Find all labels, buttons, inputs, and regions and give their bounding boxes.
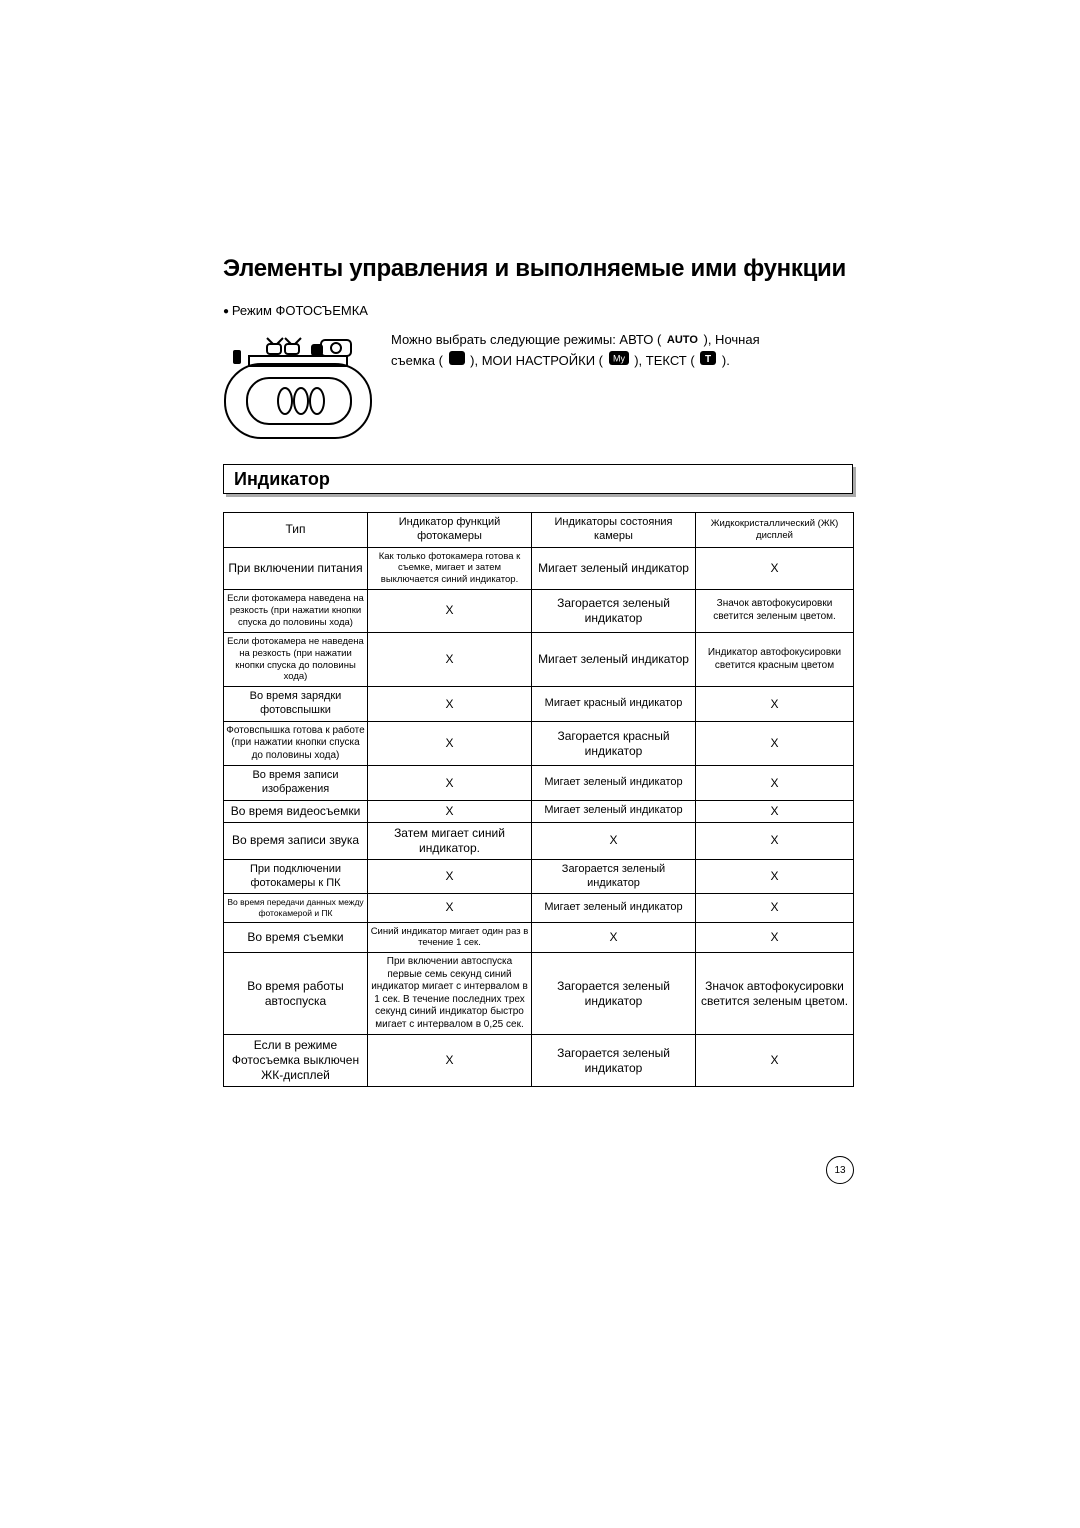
my-mode-icon: My (609, 351, 629, 372)
table-row: Во время передачи данных между фотокамер… (224, 894, 854, 922)
table-cell: Загорается зеленый индикатор (532, 953, 696, 1035)
table-cell: Во время записи звука (224, 822, 368, 859)
table-row: Во время видеосъемкиXМигает зеленый инди… (224, 800, 854, 822)
table-header-cell: Тип (224, 513, 368, 548)
table-cell: Фотовспышка готова к работе (при нажатии… (224, 721, 368, 766)
table-cell: Загорается красный индикатор (532, 721, 696, 766)
indicator-table: ТипИндикатор функций фотокамерыИндикатор… (223, 512, 854, 1087)
table-cell: X (696, 721, 854, 766)
table-cell: При включении автоспуска первые семь сек… (368, 953, 532, 1035)
mode-bullet: Режим ФОТОСЪЕМКА (223, 303, 853, 318)
table-row: Во время съемкиСиний индикатор мигает од… (224, 922, 854, 953)
table-cell: X (696, 766, 854, 801)
table-cell: X (696, 859, 854, 894)
table-row: При подключении фотокамеры к ПКXЗагорает… (224, 859, 854, 894)
table-row: Во время работы автоспускаПри включении … (224, 953, 854, 1035)
table-cell: X (696, 894, 854, 922)
table-cell: Загорается зеленый индикатор (532, 590, 696, 633)
table-cell: Если в режиме Фотосъемка выключен ЖК-дис… (224, 1035, 368, 1087)
table-cell: Мигает зеленый индикатор (532, 800, 696, 822)
table-cell: X (696, 800, 854, 822)
table-header-cell: Индикаторы состояния камеры (532, 513, 696, 548)
modes-description: Можно выбрать следующие режимы: АВТО ( A… (391, 328, 853, 372)
table-cell: X (696, 547, 854, 590)
table-cell: Если фотокамера не наведена на резкость … (224, 632, 368, 687)
table-cell: Мигает зеленый индикатор (532, 632, 696, 687)
table-cell: Синий индикатор мигает один раз в течени… (368, 922, 532, 953)
table-cell: X (368, 590, 532, 633)
table-cell: Во время передачи данных между фотокамер… (224, 894, 368, 922)
camera-top-illustration (223, 328, 373, 440)
table-cell: Затем мигает синий индикатор. (368, 822, 532, 859)
table-cell: X (368, 721, 532, 766)
table-row: Если в режиме Фотосъемка выключен ЖК-дис… (224, 1035, 854, 1087)
table-cell: Мигает зеленый индикатор (532, 894, 696, 922)
modes-text-part-1: ), Ночная (700, 332, 760, 347)
modes-text-part-5: ). (718, 353, 730, 368)
table-cell: X (696, 687, 854, 722)
table-cell: X (368, 1035, 532, 1087)
table-cell: Во время работы автоспуска (224, 953, 368, 1035)
table-cell: Загорается зеленый индикатор (532, 1035, 696, 1087)
table-cell: X (368, 894, 532, 922)
section-header-indicator: Индикатор (223, 464, 853, 498)
table-cell: Значок автофокусировки светится зеленым … (696, 590, 854, 633)
table-cell: X (532, 922, 696, 953)
mode-bullet-text: Режим ФОТОСЪЕМКА (232, 303, 368, 318)
table-cell: X (368, 766, 532, 801)
table-cell: X (368, 632, 532, 687)
table-cell: Во время съемки (224, 922, 368, 953)
table-cell: Мигает красный индикатор (532, 687, 696, 722)
table-header-cell: Жидкокристаллический (ЖК) дисплей (696, 513, 854, 548)
table-cell: X (696, 1035, 854, 1087)
text-mode-icon: T (700, 351, 716, 372)
mode-block: Можно выбрать следующие режимы: АВТО ( A… (223, 328, 853, 440)
table-cell: При включении питания (224, 547, 368, 590)
table-cell: Значок автофокусировки светится зеленым … (696, 953, 854, 1035)
table-header-cell: Индикатор функций фотокамеры (368, 513, 532, 548)
svg-text:My: My (613, 353, 625, 363)
table-cell: Мигает зеленый индикатор (532, 766, 696, 801)
table-cell: Загорается зеленый индикатор (532, 859, 696, 894)
table-cell: X (368, 859, 532, 894)
table-cell: Во время записи изображения (224, 766, 368, 801)
table-cell: X (368, 687, 532, 722)
auto-mode-icon: AUTO (667, 332, 698, 350)
night-mode-icon (449, 351, 465, 372)
modes-text-part-4: ), ТЕКСТ ( (631, 353, 699, 368)
table-cell: Мигает зеленый индикатор (532, 547, 696, 590)
table-cell: Как только фотокамера готова к съемке, м… (368, 547, 532, 590)
table-cell: X (532, 822, 696, 859)
page-content: Элементы управления и выполняемые ими фу… (223, 255, 853, 1087)
table-cell: X (368, 800, 532, 822)
table-cell: Индикатор автофокусировки светится красн… (696, 632, 854, 687)
page-number: 13 (826, 1156, 854, 1184)
table-cell: X (696, 922, 854, 953)
table-row: При включении питанияКак только фотокаме… (224, 547, 854, 590)
table-row: Во время зарядки фотовспышкиXМигает крас… (224, 687, 854, 722)
section-header-label: Индикатор (223, 464, 853, 494)
table-row: Если фотокамера не наведена на резкость … (224, 632, 854, 687)
table-row: Фотовспышка готова к работе (при нажатии… (224, 721, 854, 766)
table-row: Во время записи звукаЗатем мигает синий … (224, 822, 854, 859)
table-cell: Во время зарядки фотовспышки (224, 687, 368, 722)
page-title: Элементы управления и выполняемые ими фу… (223, 255, 853, 283)
table-cell: Если фотокамера наведена на резкость (пр… (224, 590, 368, 633)
table-cell: Во время видеосъемки (224, 800, 368, 822)
table-cell: При подключении фотокамеры к ПК (224, 859, 368, 894)
table-row: Во время записи изображенияXМигает зелен… (224, 766, 854, 801)
modes-text-part-3: ), МОИ НАСТРОЙКИ ( (467, 353, 607, 368)
svg-text:T: T (705, 354, 711, 365)
modes-text-part-0: Можно выбрать следующие режимы: АВТО ( (391, 332, 665, 347)
modes-text-part-2: съемка ( (391, 353, 447, 368)
table-row: Если фотокамера наведена на резкость (пр… (224, 590, 854, 633)
table-cell: X (696, 822, 854, 859)
